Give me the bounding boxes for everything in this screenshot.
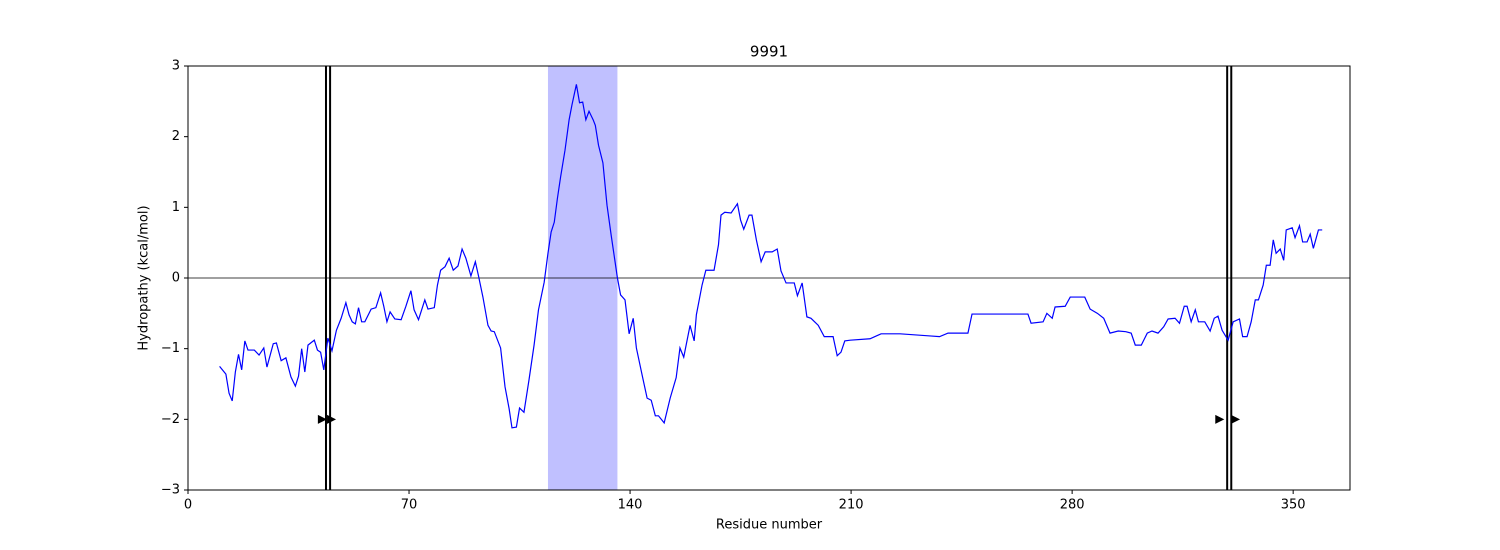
y-tick-label: 0: [172, 271, 180, 286]
x-tick-label: 70: [401, 498, 418, 513]
direction-marker: [317, 414, 327, 424]
x-tick-label: 0: [184, 498, 192, 513]
chart-title: 9991: [750, 43, 788, 61]
direction-marker: [1231, 414, 1241, 424]
hydropathy-line: [219, 84, 1323, 429]
y-axis-label: Hydropathy (kcal/mol): [137, 205, 152, 350]
x-tick-label: 280: [1060, 498, 1085, 513]
x-tick-label: 350: [1281, 498, 1306, 513]
direction-marker: [1215, 414, 1225, 424]
y-tick-label: 3: [172, 59, 180, 74]
y-tick-label: 1: [172, 200, 180, 215]
y-tick-label: −1: [161, 341, 180, 356]
y-tick-label: 2: [172, 129, 180, 144]
direction-marker: [327, 414, 337, 424]
y-tick-label: −2: [161, 412, 180, 427]
x-tick-label: 210: [839, 498, 864, 513]
x-axis-label: Residue number: [716, 518, 823, 533]
x-tick-label: 140: [618, 498, 643, 513]
y-tick-label: −3: [161, 483, 180, 498]
